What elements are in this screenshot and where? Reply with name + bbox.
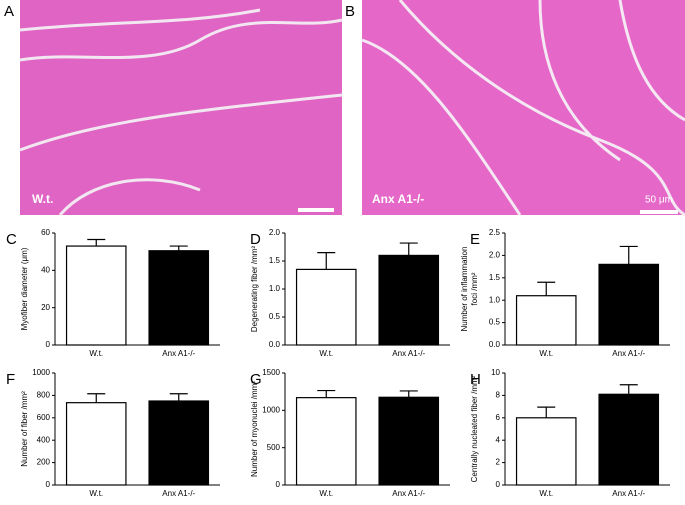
y-tick-label: 8 — [496, 391, 501, 400]
y-tick-label: 60 — [41, 228, 50, 237]
y-tick-label: 0 — [496, 480, 501, 489]
histology-image — [362, 0, 685, 215]
panel-letter: F — [6, 371, 15, 388]
panel-letter: H — [470, 371, 481, 388]
y-tick-label: 20 — [41, 303, 50, 312]
bar — [515, 417, 577, 486]
panel-label: W.t. — [32, 192, 53, 206]
y-axis-label: Number of myonuclei /mm² — [250, 381, 259, 477]
panel-letter: E — [470, 231, 480, 248]
x-tick-label: W.t. — [539, 489, 553, 498]
x-tick-label: W.t. — [319, 489, 333, 498]
y-tick-label: 0.0 — [489, 340, 501, 349]
y-tick-label: 0 — [276, 480, 281, 489]
y-tick-label: 1500 — [262, 368, 280, 377]
y-tick-label: 0.5 — [489, 318, 501, 327]
y-tick-label: 4 — [496, 435, 501, 444]
y-tick-label: 0 — [46, 480, 51, 489]
y-tick-label: 2.5 — [489, 228, 501, 237]
x-tick-label: Anx A1-/- — [612, 489, 645, 498]
x-tick-label: Anx A1-/- — [162, 489, 195, 498]
x-tick-label: Anx A1-/- — [162, 349, 195, 358]
panel-letter: B — [345, 3, 355, 20]
y-tick-label: 40 — [41, 265, 50, 274]
tissue-gap — [361, 0, 685, 217]
tissue-gap — [19, 8, 343, 216]
y-tick-label: 10 — [491, 368, 500, 377]
y-tick-label: 2.0 — [269, 228, 281, 237]
y-tick-label: 1000 — [32, 368, 50, 377]
panel-letter: C — [6, 231, 17, 248]
scale-bar — [298, 208, 334, 212]
bar — [65, 245, 127, 346]
y-tick-label: 0.0 — [269, 340, 281, 349]
y-axis-label: foci /mm² — [470, 272, 479, 305]
y-axis-label: Myofiber diameter (μm) — [20, 247, 29, 330]
y-axis-label: Number of inflammation — [460, 247, 469, 332]
x-tick-label: W.t. — [89, 489, 103, 498]
scale-label: 50 μm — [645, 195, 673, 206]
scale-bar — [640, 210, 678, 214]
bar — [65, 402, 127, 486]
y-tick-label: 200 — [37, 458, 51, 467]
bar — [295, 268, 357, 346]
y-axis-label: Number of fiber /mm² — [20, 391, 29, 467]
x-tick-label: Anx A1-/- — [392, 349, 425, 358]
y-tick-label: 800 — [37, 391, 51, 400]
y-tick-label: 1.0 — [269, 284, 281, 293]
x-tick-label: W.t. — [89, 349, 103, 358]
x-tick-label: Anx A1-/- — [392, 489, 425, 498]
y-tick-label: 1.5 — [489, 273, 501, 282]
panel-letter: D — [250, 231, 261, 248]
bar — [378, 396, 440, 486]
panel-a: A W.t. — [4, 0, 343, 216]
panel-b: B Anx A1-/- 50 μm — [345, 0, 685, 217]
bar — [515, 295, 577, 346]
y-tick-label: 0 — [46, 340, 51, 349]
x-tick-label: W.t. — [319, 349, 333, 358]
y-tick-label: 400 — [37, 435, 51, 444]
panel-label: Anx A1-/- — [372, 192, 424, 206]
bar — [148, 400, 210, 486]
y-tick-label: 600 — [37, 413, 51, 422]
x-tick-label: W.t. — [539, 349, 553, 358]
bar — [378, 254, 440, 346]
bar — [295, 397, 357, 486]
panel-letter: G — [250, 371, 262, 388]
y-tick-label: 2.0 — [489, 251, 501, 260]
y-tick-label: 1000 — [262, 405, 280, 414]
y-tick-label: 2 — [496, 458, 501, 467]
histology-image — [20, 0, 342, 215]
y-tick-label: 0.5 — [269, 312, 281, 321]
y-tick-label: 6 — [496, 413, 501, 422]
x-tick-label: Anx A1-/- — [612, 349, 645, 358]
bar — [598, 263, 660, 346]
panel-letter: A — [4, 3, 14, 20]
bar — [148, 250, 210, 346]
y-tick-label: 1.0 — [489, 295, 501, 304]
y-tick-label: 500 — [267, 443, 281, 452]
y-tick-label: 1.5 — [269, 256, 281, 265]
y-axis-label: Degenerating fiber /mm² — [250, 246, 259, 333]
y-axis-label: Centrally nucleated fiber /mm² — [470, 375, 479, 482]
bar — [598, 393, 660, 486]
